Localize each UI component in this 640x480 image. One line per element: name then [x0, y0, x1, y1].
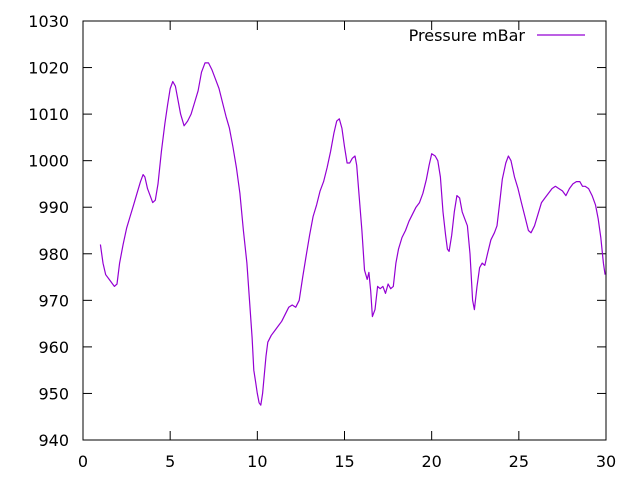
legend: Pressure mBar	[409, 26, 585, 45]
x-tick-label: 30	[596, 452, 616, 471]
x-tick-label: 10	[247, 452, 267, 471]
x-tick-label: 5	[165, 452, 175, 471]
y-tick-label: 980	[38, 245, 69, 264]
y-tick-label: 1030	[28, 12, 69, 31]
y-tick-label: 950	[38, 384, 69, 403]
x-tick-label: 0	[78, 452, 88, 471]
legend-label: Pressure mBar	[409, 26, 526, 45]
x-tick-label: 15	[334, 452, 354, 471]
y-tick-label: 1010	[28, 105, 69, 124]
x-axis: 0 5 10 15 20 25 30	[78, 21, 616, 471]
x-tick-label: 25	[509, 452, 529, 471]
y-tick-label: 990	[38, 198, 69, 217]
y-tick-label: 960	[38, 338, 69, 357]
y-tick-label: 970	[38, 291, 69, 310]
y-tick-label: 940	[38, 431, 69, 450]
y-tick-label: 1000	[28, 152, 69, 171]
x-tick-label: 20	[421, 452, 441, 471]
plot-border	[82, 20, 607, 441]
y-tick-label: 1020	[28, 59, 69, 78]
series-line-pressure	[99, 62, 606, 406]
y-axis: 940 950 960 970 980 990 1000 1010 1020 1030	[28, 12, 606, 450]
